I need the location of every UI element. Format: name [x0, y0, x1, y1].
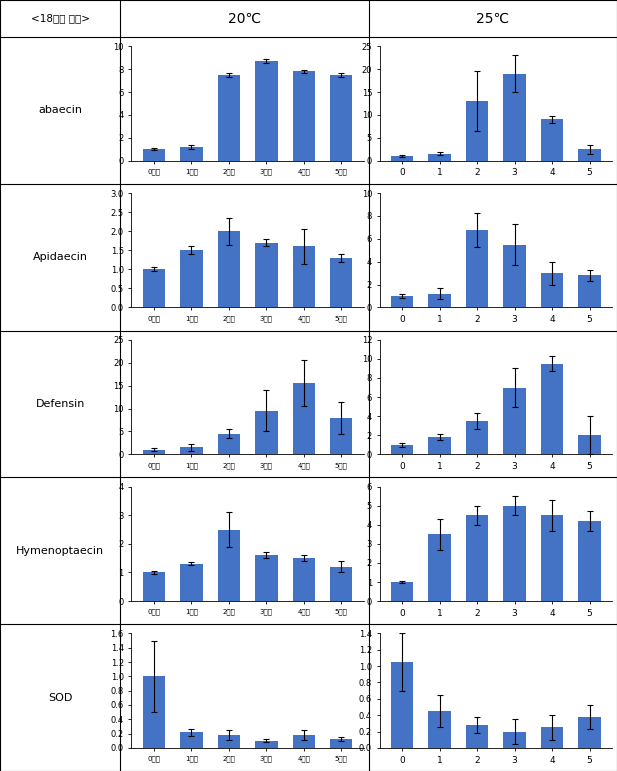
Bar	[292, 247, 315, 308]
Bar	[428, 437, 451, 454]
Bar	[255, 741, 278, 748]
Bar	[541, 515, 563, 601]
Bar	[255, 243, 278, 308]
Bar	[578, 717, 601, 748]
Bar	[391, 445, 413, 454]
Bar	[503, 506, 526, 601]
Bar	[503, 244, 526, 308]
Bar	[255, 61, 278, 160]
Bar	[503, 74, 526, 160]
Bar	[218, 231, 240, 308]
Bar	[466, 725, 489, 748]
Bar	[391, 662, 413, 748]
Bar	[541, 728, 563, 748]
Bar	[503, 732, 526, 748]
Bar	[428, 294, 451, 308]
Bar	[292, 735, 315, 748]
Bar	[578, 521, 601, 601]
Bar	[218, 735, 240, 748]
Bar	[330, 258, 352, 308]
Bar	[180, 251, 202, 308]
Bar	[292, 383, 315, 454]
Bar	[143, 269, 165, 308]
Bar	[541, 273, 563, 308]
Bar	[218, 530, 240, 601]
Bar	[218, 75, 240, 160]
Bar	[143, 676, 165, 748]
Bar	[180, 447, 202, 454]
Bar	[218, 433, 240, 454]
Bar	[503, 388, 526, 454]
Bar	[541, 120, 563, 160]
Bar	[180, 564, 202, 601]
Bar	[391, 296, 413, 308]
Text: Defensin: Defensin	[35, 399, 85, 409]
Bar	[143, 449, 165, 454]
Bar	[466, 101, 489, 160]
Bar	[143, 572, 165, 601]
Text: Hymenoptaecin: Hymenoptaecin	[16, 546, 104, 556]
Bar	[466, 230, 489, 308]
Bar	[466, 421, 489, 454]
Bar	[391, 582, 413, 601]
Bar	[428, 711, 451, 748]
Bar	[391, 156, 413, 160]
Bar	[292, 558, 315, 601]
Bar	[578, 150, 601, 160]
Text: 25℃: 25℃	[476, 12, 510, 25]
Bar	[541, 364, 563, 454]
Bar	[428, 534, 451, 601]
Bar	[578, 435, 601, 454]
Text: Apidaecin: Apidaecin	[33, 252, 88, 262]
Bar	[180, 147, 202, 160]
Text: SOD: SOD	[48, 692, 72, 702]
Bar	[292, 72, 315, 160]
Bar	[330, 75, 352, 160]
Text: 20℃: 20℃	[228, 12, 261, 25]
Bar	[330, 739, 352, 748]
Bar	[578, 275, 601, 308]
Text: abaecin: abaecin	[38, 106, 82, 116]
Bar	[143, 150, 165, 160]
Bar	[466, 515, 489, 601]
Bar	[330, 418, 352, 454]
Bar	[255, 411, 278, 454]
Bar	[180, 732, 202, 748]
Text: <18일차 껼볌>: <18일차 껼볌>	[31, 14, 89, 23]
Bar	[255, 555, 278, 601]
Bar	[330, 567, 352, 601]
Bar	[428, 153, 451, 160]
